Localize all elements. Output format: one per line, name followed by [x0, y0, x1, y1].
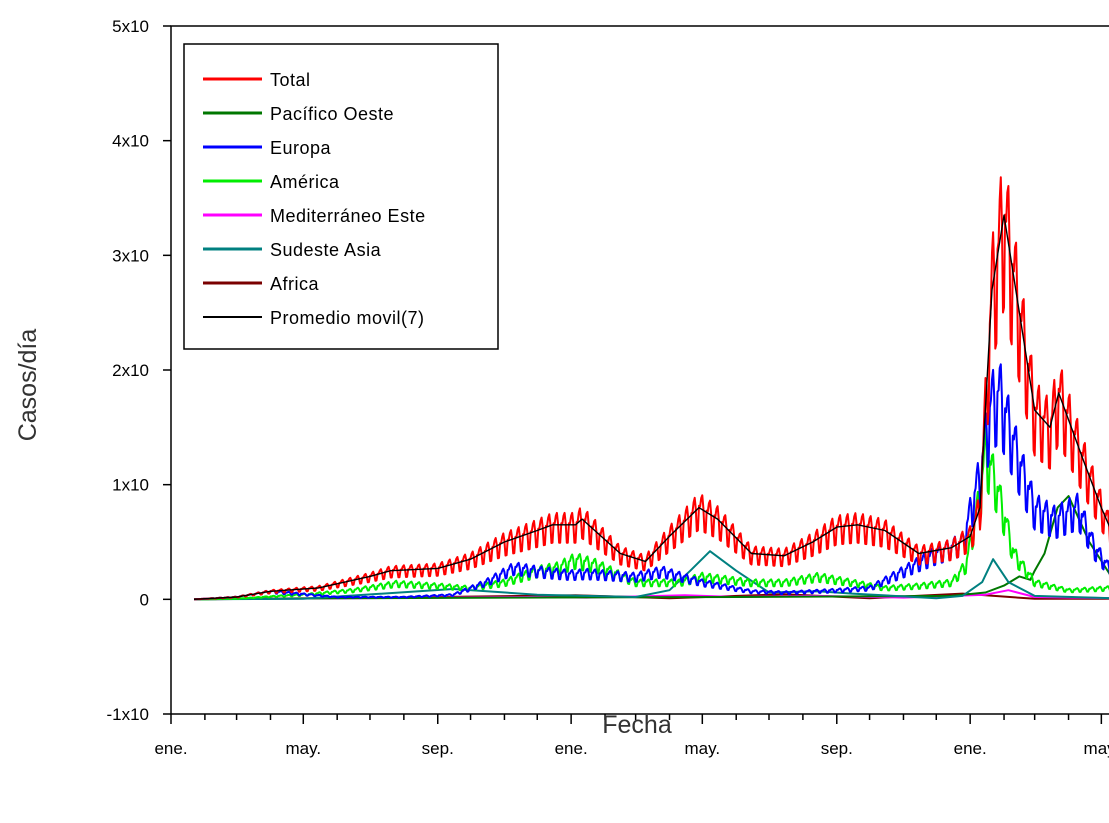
legend-label: Total [270, 70, 311, 90]
legend-label: Pacífico Oeste [270, 104, 394, 124]
y-tick-label: -1x10 [106, 705, 149, 724]
y-tick-label: 5x10 [112, 17, 149, 36]
legend-label: Africa [270, 274, 320, 294]
x-tick-label: ene. [954, 739, 987, 758]
series-pac-fico-oeste [193, 495, 1109, 601]
series-am-rica [194, 425, 1109, 601]
y-axis-title: Casos/día [14, 329, 42, 442]
x-tick-label: sep. [422, 739, 454, 758]
x-tick-label: ene. [555, 739, 588, 758]
y-tick-label: 2x10 [112, 361, 149, 380]
x-tick-label: ene. [154, 739, 187, 758]
legend-label: Europa [270, 138, 332, 158]
legend-label: América [270, 172, 340, 192]
x-axis-title: Fecha [602, 711, 672, 739]
x-tick-label: may. [685, 739, 721, 758]
legend-box [183, 43, 499, 350]
legend-label: Promedio movil(7) [270, 308, 425, 328]
series-promedio-movil-7- [193, 214, 1109, 600]
y-axis: -1x10601x1062x1063x1064x1065x106 [106, 17, 171, 724]
legend-label: Mediterráneo Este [270, 206, 426, 226]
series-layer [193, 176, 1109, 601]
x-axis: ene. may. sep. ene. may. sep. ene. may. [154, 714, 1109, 758]
y-tick-label: 3x10 [112, 246, 149, 265]
y-tick-label: 4x10 [112, 132, 149, 151]
x-tick-label: may. [1084, 739, 1109, 758]
legend: Total Pacífico Oeste Europa América Mediterr… [183, 43, 499, 350]
y-tick-label: 1x10 [112, 476, 149, 495]
x-tick-label: sep. [821, 739, 853, 758]
y-tick-label: 0 [140, 590, 149, 609]
legend-label: Sudeste Asia [270, 240, 382, 260]
x-tick-label: may. [285, 739, 321, 758]
